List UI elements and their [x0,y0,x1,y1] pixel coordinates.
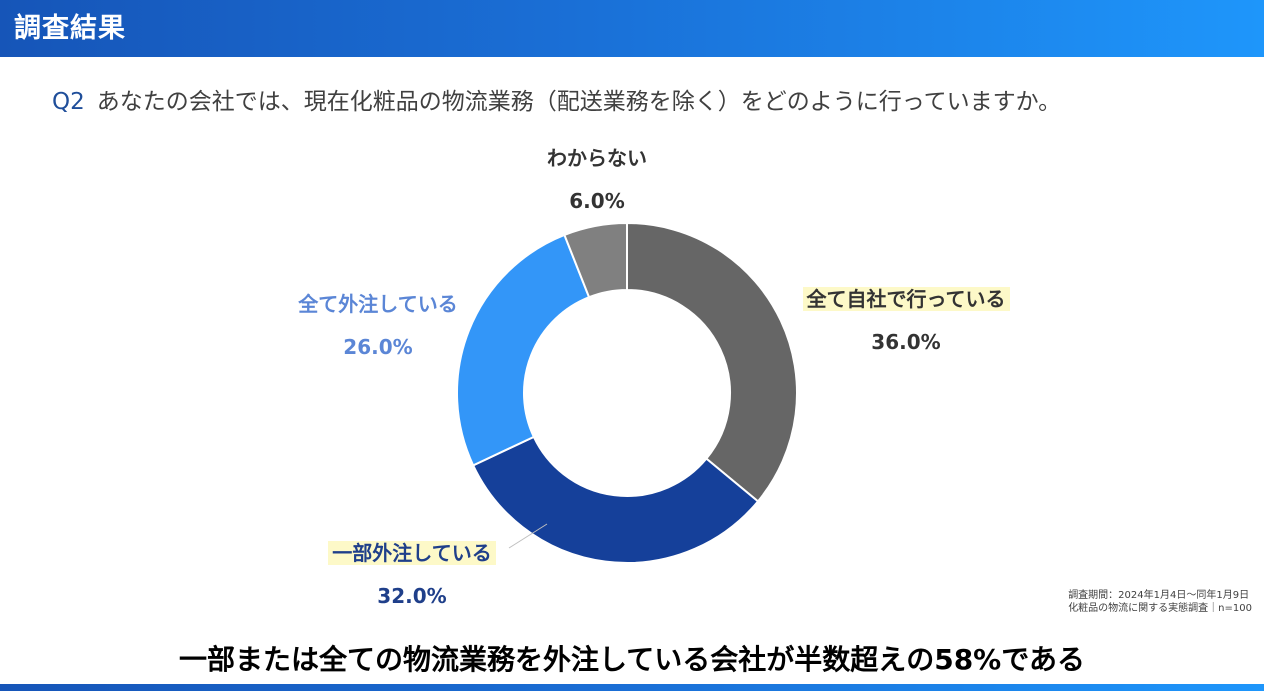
label-self-name: 全て自社で行っている [802,287,1010,311]
label-self: 全て自社で行っている 36.0% [786,283,1026,354]
survey-source: 化粧品の物流に関する実態調査｜n=100 [1068,603,1252,614]
conclusion-text: 一部または全ての物流業務を外注している会社が半数超えの58%である [179,643,1085,676]
label-full-name: 全て外注している [298,292,458,316]
segment-partial [471,435,760,564]
question-number: Q2 [52,89,85,115]
label-partial-value: 32.0% [377,584,447,608]
label-unknown-name: わからない [547,146,647,170]
label-full: 全て外注している 26.0% [278,288,478,359]
label-full-value: 26.0% [343,335,413,359]
survey-period: 調査期間：2024年1月4日～同年1月9日 [1068,590,1250,601]
segment-full [456,233,591,467]
label-unknown-value: 6.0% [569,189,625,213]
survey-note: 調査期間：2024年1月4日～同年1月9日 化粧品の物流に関する実態調査｜n=1… [1068,589,1252,615]
question-body: あなたの会社では、現在化粧品の物流業務（配送業務を除く）をどのように行っています… [96,89,1062,115]
segment-self [626,221,798,503]
label-self-value: 36.0% [871,330,941,354]
label-partial: 一部外注している 32.0% [312,537,512,608]
label-partial-name: 一部外注している [328,541,496,565]
leader-line-partial [508,523,548,549]
footer-bar [0,684,1264,691]
segment-unknown [563,221,628,299]
label-unknown: わからない 6.0% [537,142,657,213]
question-text: Q2 あなたの会社では、現在化粧品の物流業務（配送業務を除く）をどのように行ってい… [52,82,1061,116]
header-bar: 調査結果 [0,0,1264,57]
page-title: 調査結果 [14,13,126,44]
